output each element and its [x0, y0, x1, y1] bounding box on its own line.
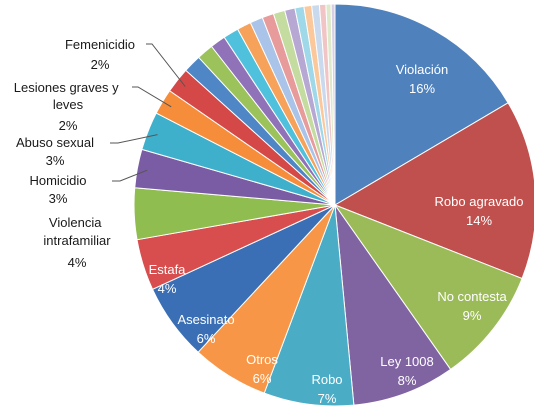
- pie-slices: [133, 3, 534, 407]
- leader-line-10: [110, 134, 158, 144]
- slice-value-robo: 7%: [318, 391, 337, 406]
- pie-slice-1: [333, 102, 534, 280]
- slice-value-otros: 6%: [253, 371, 272, 386]
- slice-label-robo-agravado: Robo agravado: [435, 194, 524, 209]
- leader-line-12: [146, 43, 186, 87]
- slice-label-violencia-intrafamiliar: Violencia intrafamiliar: [43, 215, 111, 248]
- slice-label-ley-1008: Ley 1008: [380, 354, 434, 369]
- slice-label-otros: Otros: [246, 352, 278, 367]
- slice-label-robo: Robo: [311, 372, 342, 387]
- slice-value-no-contesta: 9%: [463, 308, 482, 323]
- slice-label-homicidio: Homicidio: [29, 173, 86, 188]
- pie-slice-2: [333, 203, 523, 371]
- slice-label-violencia-line-1: Violencia: [49, 215, 102, 230]
- slice-label-lesiones-line-2: leves: [53, 97, 84, 112]
- slice-value-robo-agravado: 14%: [466, 213, 492, 228]
- slice-label-abuso-sexual: Abuso sexual: [16, 135, 94, 150]
- slice-value-violacion: 16%: [409, 81, 435, 96]
- slice-value-lesiones: 2%: [59, 118, 78, 133]
- slice-value-ley-1008: 8%: [398, 373, 417, 388]
- slice-value-violencia-intrafamiliar: 4%: [68, 255, 87, 270]
- slice-value-femenicidio: 2%: [91, 57, 110, 72]
- slice-label-lesiones: Lesiones graves y leves: [14, 80, 122, 112]
- slice-label-violacion: Violación: [396, 62, 449, 77]
- leader-line-11: [132, 86, 172, 108]
- slice-value-abuso-sexual: 3%: [46, 153, 65, 168]
- pie-slice-0: [334, 3, 509, 206]
- slice-label-asesinato: Asesinato: [177, 312, 234, 327]
- slice-label-lesiones-line-1: Lesiones graves y: [14, 80, 119, 95]
- slice-label-no-contesta: No contesta: [437, 289, 507, 304]
- leader-lines: [110, 43, 186, 182]
- leader-line-9: [112, 169, 148, 182]
- pie-slice-3: [334, 203, 452, 406]
- slice-value-estafa: 4%: [158, 281, 177, 296]
- slice-value-asesinato: 6%: [197, 331, 216, 346]
- pie-slice-27: [330, 3, 336, 206]
- slice-label-estafa: Estafa: [149, 262, 187, 277]
- slice-value-homicidio: 3%: [49, 191, 68, 206]
- slice-label-violencia-line-2: intrafamiliar: [43, 233, 111, 248]
- slice-label-femenicidio: Femenicidio: [65, 37, 135, 52]
